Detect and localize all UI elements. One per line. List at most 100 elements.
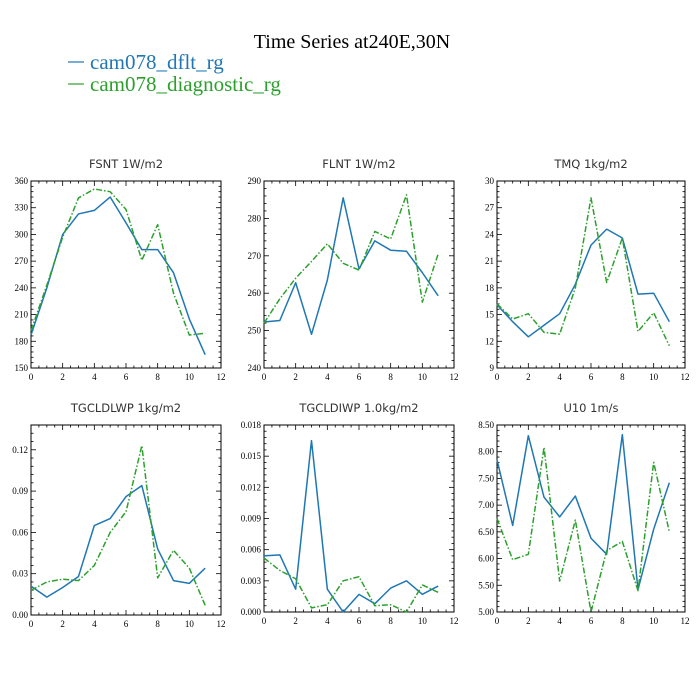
y-tick-label: 210 bbox=[15, 310, 29, 320]
y-tick-label: 0.00 bbox=[12, 610, 28, 620]
y-tick-label: 30 bbox=[485, 176, 495, 186]
series-line-0 bbox=[30, 196, 206, 355]
x-tick-label: 2 bbox=[526, 616, 531, 626]
y-tick-label: 270 bbox=[15, 256, 29, 266]
x-tick-label: 8 bbox=[388, 616, 393, 626]
x-tick-label: 6 bbox=[589, 616, 594, 626]
panel-0: FSNT 1W/m2 0 2 4 6 8 10 12 150 180 210 240 270 300 330… bbox=[15, 157, 226, 382]
panel-title: TGCLDIWP 1.0kg/m2 bbox=[298, 401, 418, 415]
y-tick-label: 240 bbox=[248, 363, 262, 373]
x-tick-label: 6 bbox=[357, 616, 362, 626]
x-tick-label: 12 bbox=[217, 372, 226, 382]
x-tick-label: 2 bbox=[526, 372, 531, 382]
x-tick-label: 6 bbox=[124, 372, 129, 382]
y-tick-label: 290 bbox=[248, 176, 262, 186]
y-tick-label: 240 bbox=[15, 283, 29, 293]
y-tick-label: 8.50 bbox=[478, 420, 494, 430]
y-tick-label: 7.50 bbox=[478, 473, 494, 483]
y-tick-label: 0.09 bbox=[12, 486, 28, 496]
plot-frame bbox=[263, 180, 455, 369]
x-tick-label: 6 bbox=[589, 372, 594, 382]
x-tick-label: 10 bbox=[649, 372, 659, 382]
x-tick-label: 10 bbox=[418, 372, 428, 382]
x-tick-label: 0 bbox=[262, 372, 267, 382]
series-line-0 bbox=[263, 439, 439, 613]
x-tick-label: 8 bbox=[155, 619, 160, 629]
figure-title: Time Series at240E,30N bbox=[254, 31, 450, 53]
x-tick-label: 0 bbox=[29, 372, 34, 382]
x-tick-label: 12 bbox=[450, 372, 459, 382]
panel-title: FSNT 1W/m2 bbox=[89, 157, 163, 171]
y-tick-label: 0.06 bbox=[12, 527, 28, 537]
x-tick-label: 2 bbox=[293, 616, 298, 626]
x-tick-label: 4 bbox=[557, 616, 562, 626]
panel-title: TMQ 1kg/m2 bbox=[553, 157, 627, 171]
y-tick-label: 5.00 bbox=[478, 607, 494, 617]
series-line-1 bbox=[263, 194, 439, 324]
y-tick-label: 330 bbox=[15, 203, 29, 213]
x-tick-label: 8 bbox=[620, 372, 625, 382]
series-line-1 bbox=[496, 446, 671, 613]
panel-4: TGCLDIWP 1.0kg/m2 0 2 4 6 8 10 12 0.000 0.003 0.00… bbox=[241, 401, 459, 626]
y-tick-label: 0.015 bbox=[241, 451, 262, 461]
x-tick-label: 12 bbox=[450, 616, 459, 626]
x-tick-label: 0 bbox=[262, 616, 267, 626]
y-tick-label: 0.03 bbox=[12, 569, 28, 579]
x-tick-label: 12 bbox=[217, 619, 226, 629]
y-tick-label: 21 bbox=[485, 256, 494, 266]
series-line-0 bbox=[496, 228, 670, 338]
panel-title: TGCLDLWP 1kg/m2 bbox=[70, 401, 181, 415]
y-tick-label: 6.50 bbox=[478, 527, 494, 537]
plot-frame bbox=[30, 424, 222, 616]
series-line-1 bbox=[30, 188, 206, 336]
x-tick-label: 8 bbox=[388, 372, 393, 382]
x-tick-label: 8 bbox=[155, 372, 160, 382]
legend-label-1: cam078_diagnostic_rg bbox=[90, 72, 281, 96]
series-line-1 bbox=[263, 557, 439, 613]
y-tick-label: 7.00 bbox=[478, 500, 494, 510]
y-tick-label: 0.003 bbox=[241, 576, 262, 586]
panel-3: TGCLDLWP 1kg/m2 0 2 4 6 8 10 12 0.00 0.03 0.06 0.09… bbox=[12, 401, 225, 629]
series-line-1 bbox=[496, 197, 671, 347]
x-tick-label: 4 bbox=[325, 372, 330, 382]
series-line-0 bbox=[263, 197, 439, 336]
panel-1: FLNT 1W/m2 0 2 4 6 8 10 12 240 250 260 270 280 290 bbox=[248, 157, 459, 382]
y-tick-label: 280 bbox=[248, 213, 262, 223]
y-tick-label: 24 bbox=[485, 229, 495, 239]
x-tick-label: 12 bbox=[681, 372, 690, 382]
x-tick-label: 12 bbox=[681, 616, 690, 626]
series-line-0 bbox=[30, 484, 206, 598]
legend: cam078_dflt_rg cam078_diagnostic_rg bbox=[68, 50, 281, 96]
series-line-0 bbox=[496, 433, 671, 591]
y-tick-label: 27 bbox=[485, 203, 495, 213]
y-tick-label: 0.018 bbox=[241, 420, 262, 430]
x-tick-label: 10 bbox=[649, 616, 659, 626]
y-tick-label: 8.00 bbox=[478, 447, 494, 457]
x-tick-label: 4 bbox=[92, 619, 97, 629]
legend-label-0: cam078_dflt_rg bbox=[90, 50, 224, 74]
y-tick-label: 250 bbox=[248, 326, 262, 336]
x-tick-label: 10 bbox=[418, 616, 428, 626]
y-tick-label: 150 bbox=[15, 363, 29, 373]
y-tick-label: 0.009 bbox=[241, 514, 262, 524]
x-tick-label: 10 bbox=[185, 372, 195, 382]
y-tick-label: 270 bbox=[248, 251, 262, 261]
x-tick-label: 0 bbox=[495, 616, 500, 626]
y-tick-label: 0.12 bbox=[12, 445, 28, 455]
x-tick-label: 2 bbox=[293, 372, 298, 382]
x-tick-label: 8 bbox=[620, 616, 625, 626]
x-tick-label: 6 bbox=[124, 619, 129, 629]
x-tick-label: 10 bbox=[185, 619, 195, 629]
y-tick-label: 6.00 bbox=[478, 554, 494, 564]
x-tick-label: 2 bbox=[60, 619, 65, 629]
y-tick-label: 18 bbox=[485, 283, 495, 293]
y-tick-label: 300 bbox=[15, 229, 29, 239]
panel-title: U10 1m/s bbox=[563, 401, 618, 415]
y-tick-label: 0.000 bbox=[241, 607, 262, 617]
panel-5: U10 1m/s 0 2 4 6 8 10 12 5.00 5.50 6.00 6.50 7.00 7.5… bbox=[478, 401, 689, 626]
x-tick-label: 4 bbox=[92, 372, 97, 382]
y-tick-label: 9 bbox=[490, 363, 495, 373]
plot-frame bbox=[496, 180, 686, 369]
y-tick-label: 180 bbox=[15, 336, 29, 346]
